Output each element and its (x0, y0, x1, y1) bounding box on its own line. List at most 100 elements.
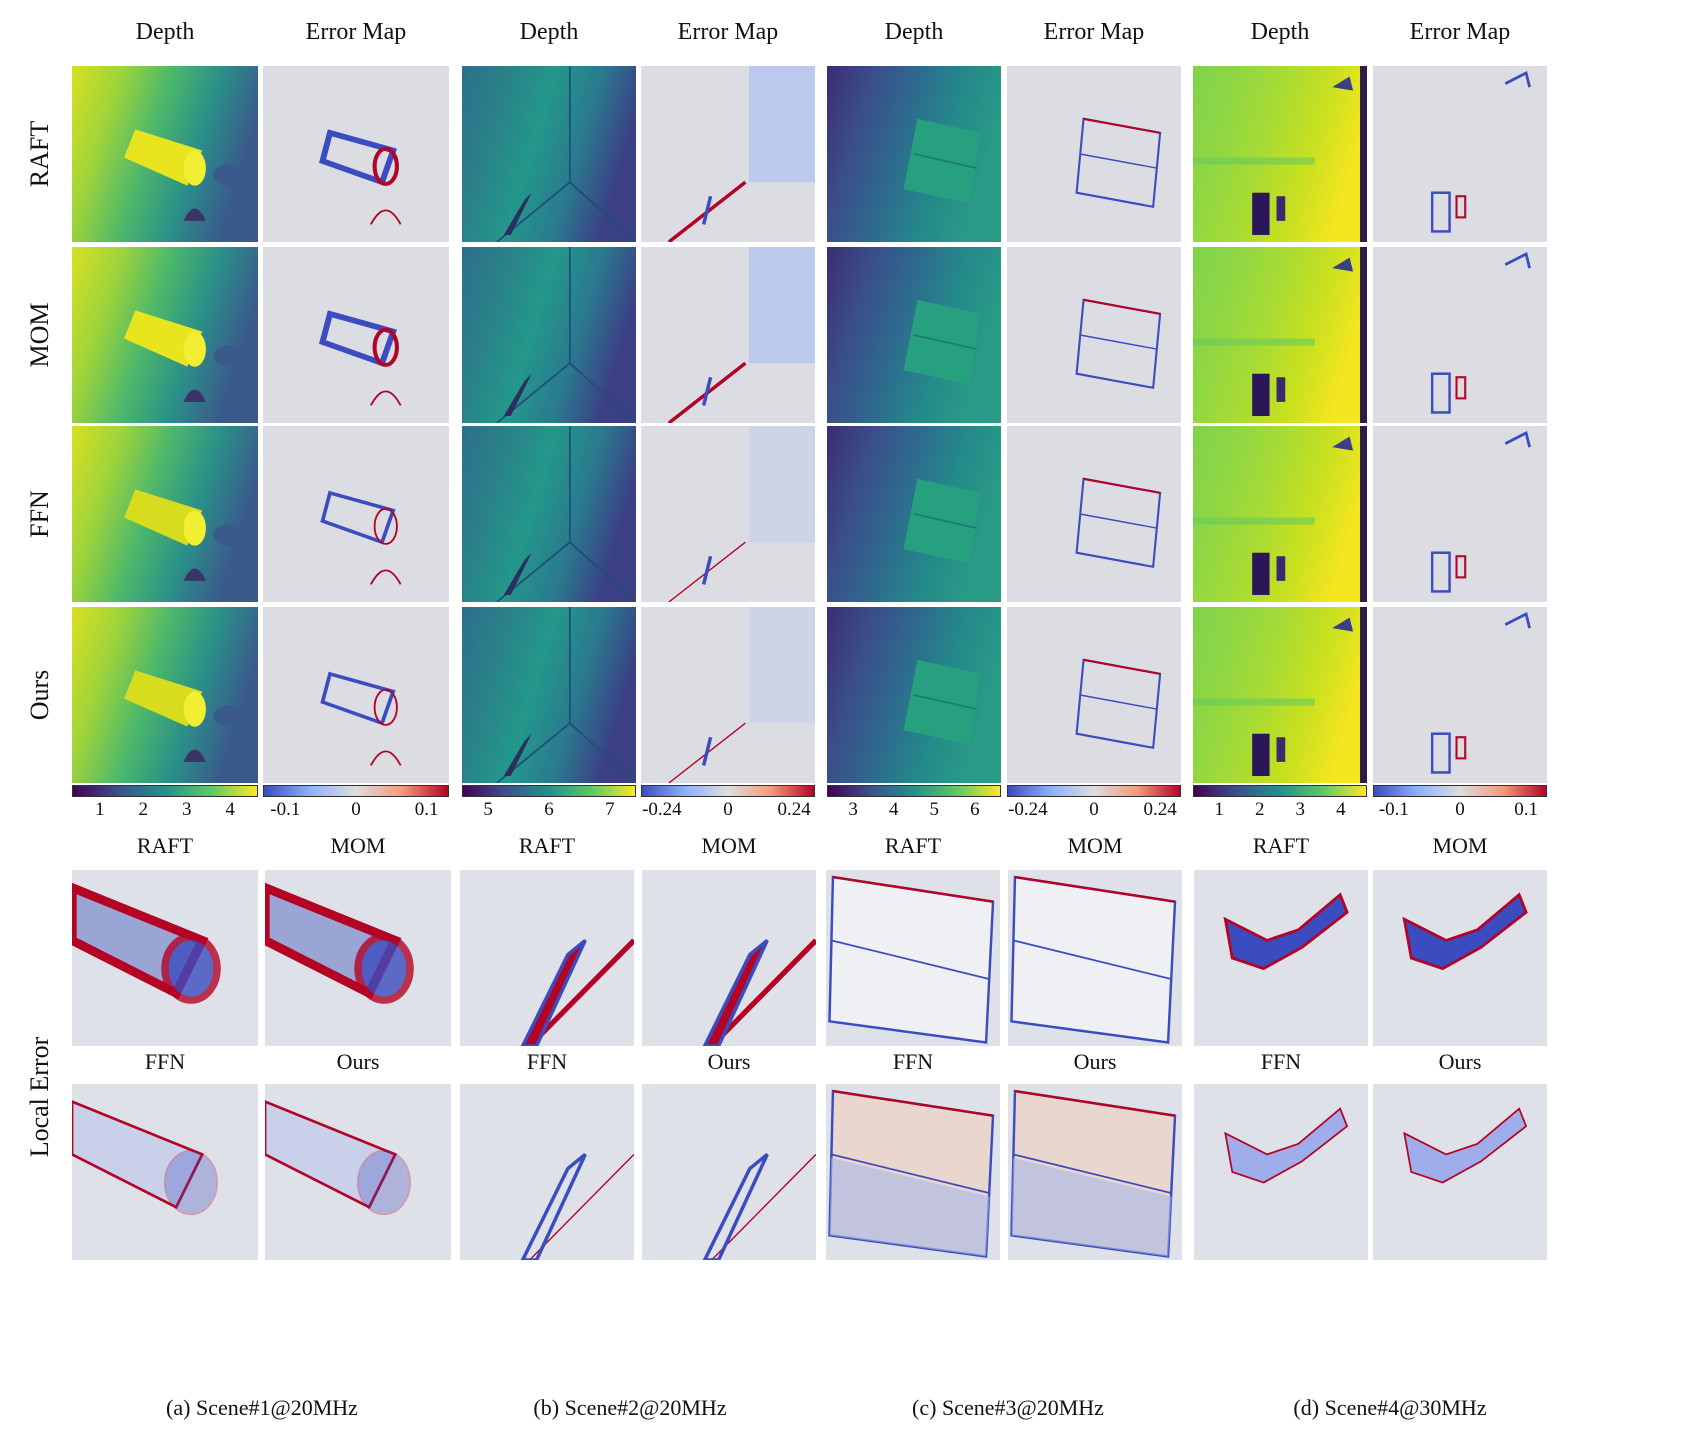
object-shape (124, 489, 203, 546)
local-error-tile (826, 870, 1000, 1046)
colorbar-tick-label: 3 (181, 799, 192, 820)
column-header: Depth (519, 19, 579, 45)
scene-caption: (c) Scene#3@20MHz (912, 1395, 1104, 1420)
depth-map-tile (72, 247, 258, 423)
error-map-tile (1007, 426, 1181, 602)
depth-map-tile (72, 426, 258, 602)
local-bottom-label: Ours (336, 1049, 380, 1074)
colorbar-tick-label: 5 (483, 799, 493, 820)
depth-map-tile (72, 66, 258, 242)
colorbar-tick-label: 4 (888, 799, 899, 820)
scene-caption: (b) Scene#2@20MHz (533, 1395, 727, 1420)
local-bottom-label: FFN (1260, 1049, 1302, 1074)
local-error-label: Local Error (25, 1036, 54, 1158)
local-top-label: RAFT (1252, 833, 1310, 858)
local-top-label: RAFT (136, 833, 194, 858)
colorbar-tick-label: 0 (1455, 799, 1465, 820)
colorbar-tick-label: 0.24 (777, 799, 811, 820)
scene-caption: (a) Scene#1@20MHz (166, 1395, 358, 1420)
error-map-tile (1373, 607, 1547, 783)
colorbar-tick-label: -0.24 (642, 799, 682, 820)
depth-colorbar (462, 785, 636, 797)
local-error-tile (1008, 870, 1182, 1046)
local-bottom-label: Ours (1073, 1049, 1117, 1074)
object-shape (1252, 552, 1270, 595)
colorbar-tick-label: 0 (351, 799, 361, 820)
colorbar-tick-label: 5 (929, 799, 940, 820)
row-label: RAFT (25, 120, 54, 188)
error-map-tile (1373, 66, 1547, 242)
depth-map-tile (1193, 607, 1367, 783)
depth-map-tile (462, 426, 636, 602)
local-error-tile (265, 1084, 451, 1260)
colorbar-tick-label: 0 (1089, 799, 1099, 820)
depth-colorbar (827, 785, 1001, 797)
colorbar-tick-label: -0.24 (1008, 799, 1048, 820)
local-error-tile (1194, 870, 1368, 1046)
depth-map-tile (827, 607, 1001, 783)
column-header: Depth (1250, 19, 1310, 45)
local-error-tile (1373, 1084, 1547, 1260)
row-label: FFN (25, 490, 54, 538)
local-top-label: MOM (1067, 833, 1123, 858)
depth-map-tile (462, 607, 636, 783)
local-top-label: RAFT (518, 833, 576, 858)
local-error-tile (642, 1084, 816, 1260)
error-map-tile (1007, 607, 1181, 783)
local-top-label: RAFT (884, 833, 942, 858)
local-error-tile (826, 1084, 1000, 1260)
local-error-tile (460, 870, 634, 1046)
object-shape (124, 310, 203, 367)
error-colorbar (1007, 785, 1181, 797)
colorbar-tick-label: 6 (544, 799, 554, 820)
colorbar-tick-label: 4 (1336, 799, 1346, 820)
error-map-tile (1007, 247, 1181, 423)
depth-map-tile (827, 247, 1001, 423)
local-bottom-label: Ours (707, 1049, 751, 1074)
depth-map-tile (1193, 426, 1367, 602)
colorbar-tick-label: 3 (848, 799, 858, 820)
row-label: MOM (25, 302, 54, 368)
depth-map-tile (462, 247, 636, 423)
colorbar-tick-label: 1 (1214, 799, 1224, 820)
column-header: Error Map (677, 19, 779, 45)
depth-map-tile (1193, 247, 1367, 423)
colorbar-tick-label: 1 (95, 799, 105, 820)
local-error-tile (1194, 1084, 1368, 1260)
error-map-tile (263, 247, 449, 423)
colorbar-tick-label: 6 (970, 799, 980, 820)
scene-caption: (d) Scene#4@30MHz (1293, 1395, 1487, 1420)
error-map-tile (641, 426, 815, 602)
depth-colorbar (1193, 785, 1367, 797)
error-colorbar (641, 785, 815, 797)
depth-map-tile (72, 607, 258, 783)
error-map-tile (641, 607, 815, 783)
object-shape (1252, 192, 1270, 235)
local-top-label: MOM (701, 833, 757, 858)
object-shape (1252, 733, 1270, 776)
depth-map-tile (1193, 66, 1367, 242)
colorbar-tick-label: -0.1 (270, 799, 301, 820)
local-bottom-label: FFN (144, 1049, 186, 1074)
error-map-tile (641, 247, 815, 423)
local-top-label: MOM (330, 833, 386, 858)
local-error-tile (265, 870, 451, 1046)
column-header: Error Map (305, 19, 407, 45)
error-map-tile (1373, 247, 1547, 423)
local-bottom-label: FFN (892, 1049, 934, 1074)
error-colorbar (1373, 785, 1547, 797)
colorbar-tick-label: 0 (723, 799, 733, 820)
error-map-tile (1007, 66, 1181, 242)
colorbar-tick-label: 2 (1254, 799, 1265, 820)
object-shape (1252, 373, 1270, 416)
colorbar-tick-label: 0.1 (414, 799, 439, 820)
local-bottom-label: FFN (526, 1049, 568, 1074)
object-shape (124, 670, 203, 727)
local-error-tile (642, 870, 816, 1046)
local-error-tile (1373, 870, 1547, 1046)
column-header: Depth (884, 19, 944, 45)
column-header: Error Map (1043, 19, 1145, 45)
error-colorbar (263, 785, 449, 797)
depth-map-tile (827, 66, 1001, 242)
depth-map-tile (462, 66, 636, 242)
